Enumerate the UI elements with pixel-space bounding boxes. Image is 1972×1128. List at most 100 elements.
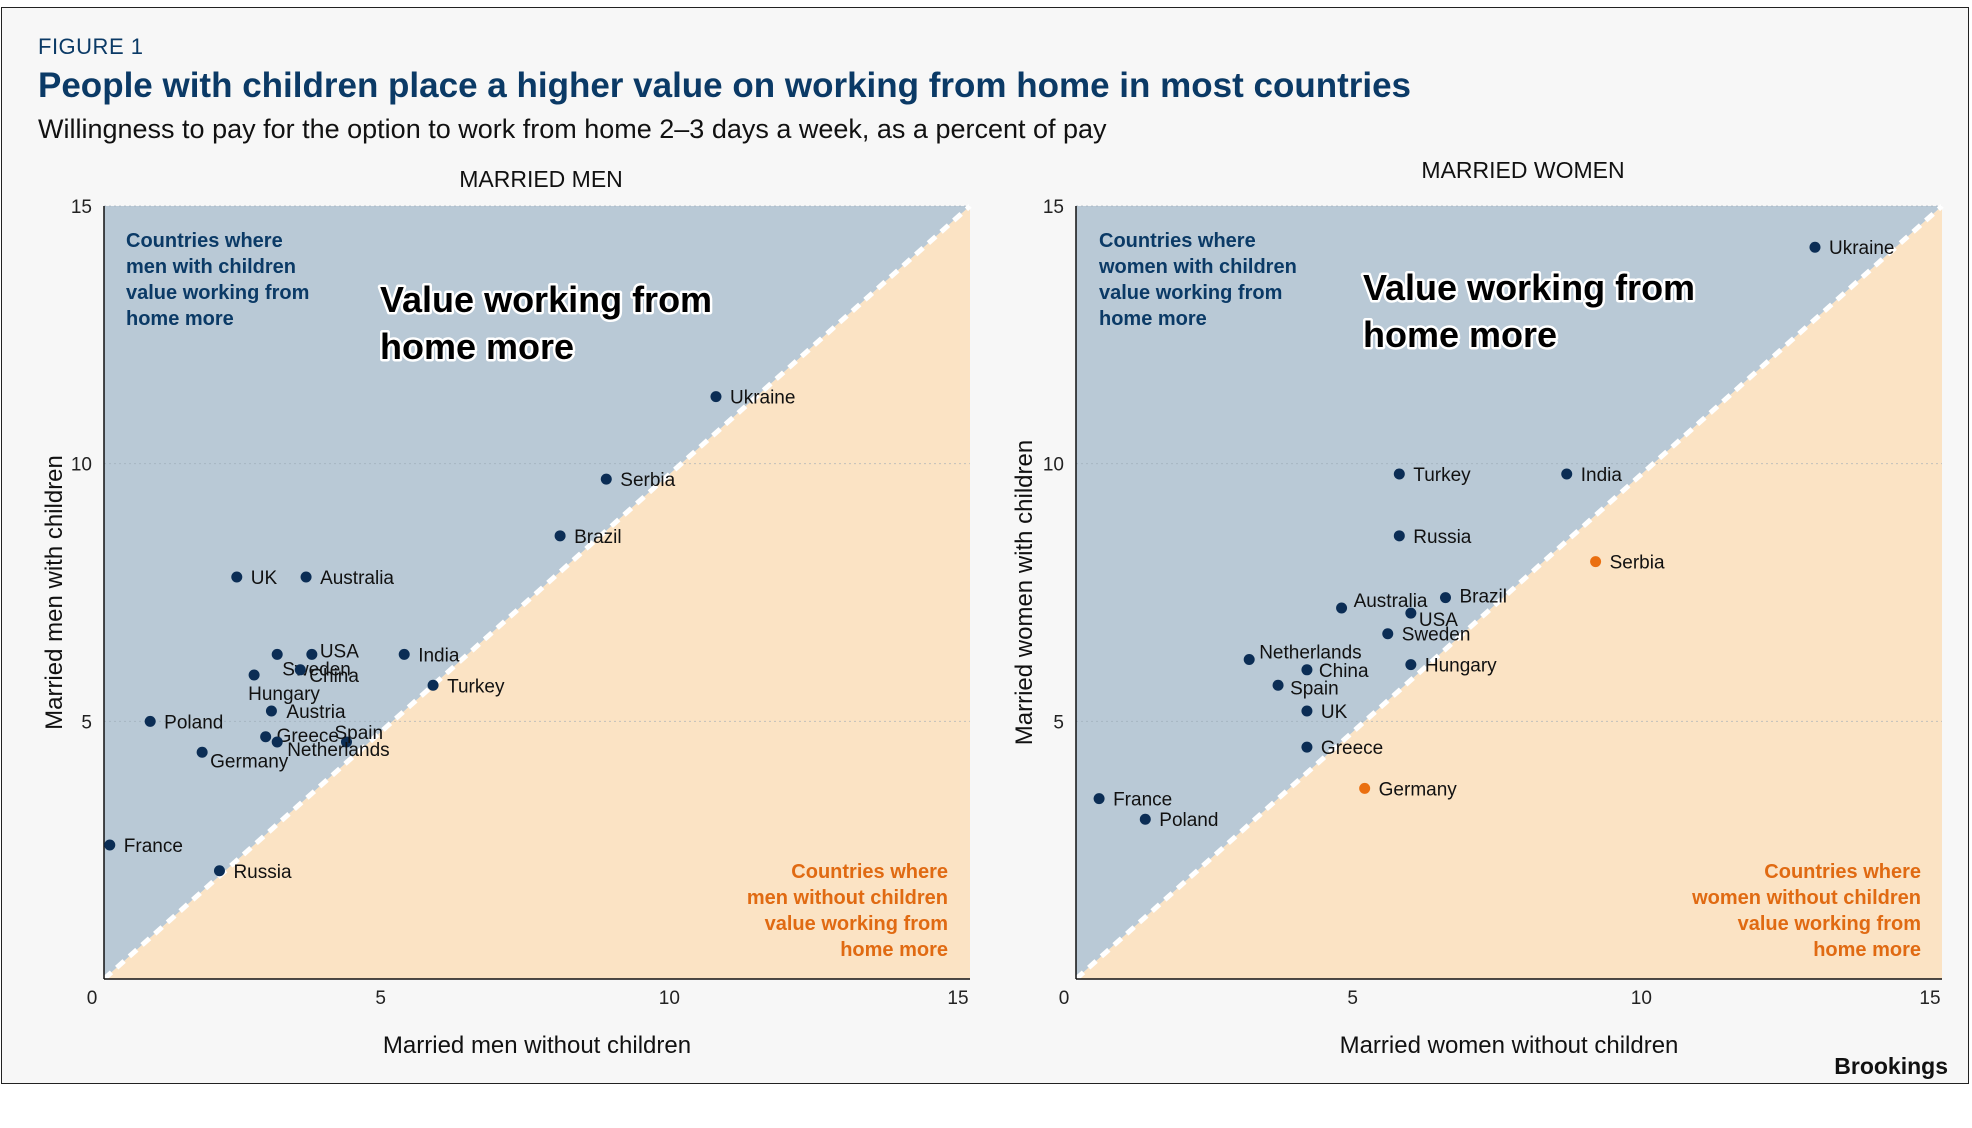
y-tick-label: 15 — [1043, 197, 1064, 218]
x-tick-label: 10 — [1631, 988, 1652, 1009]
upper-region-note: women with children — [1098, 256, 1297, 278]
point-usa — [306, 648, 318, 660]
point-sweden — [271, 648, 283, 660]
point-label-poland: Poland — [164, 712, 223, 733]
point-greece — [260, 731, 272, 743]
point-hungary — [248, 669, 260, 681]
point-ukraine — [710, 391, 722, 403]
point-poland — [1139, 813, 1151, 825]
diagonal-line — [1074, 204, 1944, 981]
point-label-usa: USA — [320, 641, 359, 662]
point-label-germany: Germany — [210, 751, 289, 772]
point-australia — [1336, 602, 1348, 614]
figure-title: People with children place a higher valu… — [38, 66, 1412, 105]
point-hungary — [1405, 659, 1417, 671]
source-credit: Brookings — [1834, 1053, 1948, 1079]
point-russia — [213, 865, 225, 877]
lower-region-note: men without children — [747, 887, 948, 909]
point-label-india: India — [418, 645, 460, 666]
point-label-spain: Spain — [334, 723, 383, 744]
lower-region-note: value working from — [1738, 913, 1921, 935]
point-france — [1093, 793, 1105, 805]
point-uk — [231, 571, 243, 583]
point-brazil — [1439, 592, 1451, 604]
point-label-germany: Germany — [1379, 779, 1458, 800]
point-ukraine — [1809, 241, 1821, 253]
upper-region-note: home more — [1099, 308, 1207, 330]
diagonal-line — [102, 204, 972, 981]
panel-title: MARRIED WOMEN — [1421, 157, 1624, 183]
upper-region-note: home more — [126, 308, 234, 330]
upper-region-note: Countries where — [1099, 230, 1256, 252]
point-india — [398, 648, 410, 660]
point-uk — [1301, 705, 1313, 717]
panel-title: MARRIED MEN — [459, 166, 623, 192]
point-label-france: France — [1113, 790, 1172, 811]
point-label-usa: USA — [1419, 610, 1458, 631]
figure-label: FIGURE 1 — [38, 34, 144, 59]
point-austria — [265, 705, 277, 717]
y-tick-label: 5 — [81, 712, 92, 733]
point-label-ukraine: Ukraine — [730, 388, 795, 409]
x-tick-label: 0 — [1059, 988, 1070, 1009]
y-axis-label: Married men with children — [41, 455, 68, 730]
point-spain — [1272, 679, 1284, 691]
y-tick-label: 5 — [1053, 712, 1064, 733]
lower-region-note: home more — [840, 939, 948, 961]
lower-region-note: value working from — [765, 913, 948, 935]
scatter-panel-1: 0 5 10 15 5 10 15 MARRIED MEN Married men withou… — [41, 166, 972, 1059]
point-australia — [300, 571, 312, 583]
point-label-spain: Spain — [1290, 678, 1339, 699]
upper-region-note: value working from — [126, 282, 309, 304]
point-label-greece: Greece — [1321, 738, 1383, 759]
point-label-hungary: Hungary — [1425, 656, 1497, 677]
lower-region-note: women without children — [1691, 887, 1921, 909]
lower-region-note: home more — [1813, 939, 1921, 961]
big-annotation: Value working from — [1363, 267, 1695, 308]
point-label-china: China — [309, 666, 359, 687]
point-label-serbia: Serbia — [1610, 553, 1665, 574]
x-tick-label: 10 — [659, 988, 680, 1009]
point-india — [1561, 468, 1573, 480]
x-tick-label: 0 — [87, 988, 98, 1009]
x-tick-label: 5 — [375, 988, 386, 1009]
point-germany — [1359, 782, 1371, 794]
point-turkey — [427, 679, 439, 691]
point-netherlands — [271, 736, 283, 748]
scatter-panel-2: 0 5 10 15 5 10 15 MARRIED WOMEN Married women wi… — [1011, 157, 1944, 1059]
point-netherlands — [1243, 653, 1255, 665]
point-germany — [196, 746, 208, 758]
point-usa — [1405, 607, 1417, 619]
point-label-poland: Poland — [1159, 810, 1218, 831]
point-russia — [1393, 530, 1405, 542]
point-china — [1301, 664, 1313, 676]
figure-subtitle: Willingness to pay for the option to wor… — [38, 114, 1107, 144]
y-axis-label: Married women with children — [1011, 440, 1038, 745]
point-label-brazil: Brazil — [1459, 587, 1507, 608]
point-china — [294, 664, 306, 676]
point-label-hungary: Hungary — [248, 684, 320, 705]
point-sweden — [1382, 628, 1394, 640]
point-label-netherlands: Netherlands — [1259, 642, 1361, 663]
point-greece — [1301, 741, 1313, 753]
point-label-austria: Austria — [286, 702, 346, 723]
point-label-australia: Australia — [320, 568, 394, 589]
lower-region-note: Countries where — [1764, 861, 1921, 883]
big-annotation: home more — [380, 326, 574, 367]
x-axis-label: Married women without children — [1340, 1032, 1679, 1059]
y-tick-label: 15 — [71, 197, 92, 218]
point-label-turkey: Turkey — [447, 676, 505, 697]
x-tick-label: 5 — [1347, 988, 1358, 1009]
point-label-ukraine: Ukraine — [1829, 238, 1894, 259]
point-label-turkey: Turkey — [1413, 465, 1471, 486]
upper-region-note: value working from — [1099, 282, 1282, 304]
point-label-brazil: Brazil — [574, 527, 622, 548]
point-label-sweden: Sweden — [1402, 625, 1471, 646]
point-label-greece: Greece — [277, 726, 339, 747]
y-tick-label: 10 — [71, 455, 92, 476]
point-spain — [340, 736, 352, 748]
point-label-russia: Russia — [233, 862, 292, 883]
x-tick-label: 15 — [947, 988, 968, 1009]
point-brazil — [554, 530, 566, 542]
